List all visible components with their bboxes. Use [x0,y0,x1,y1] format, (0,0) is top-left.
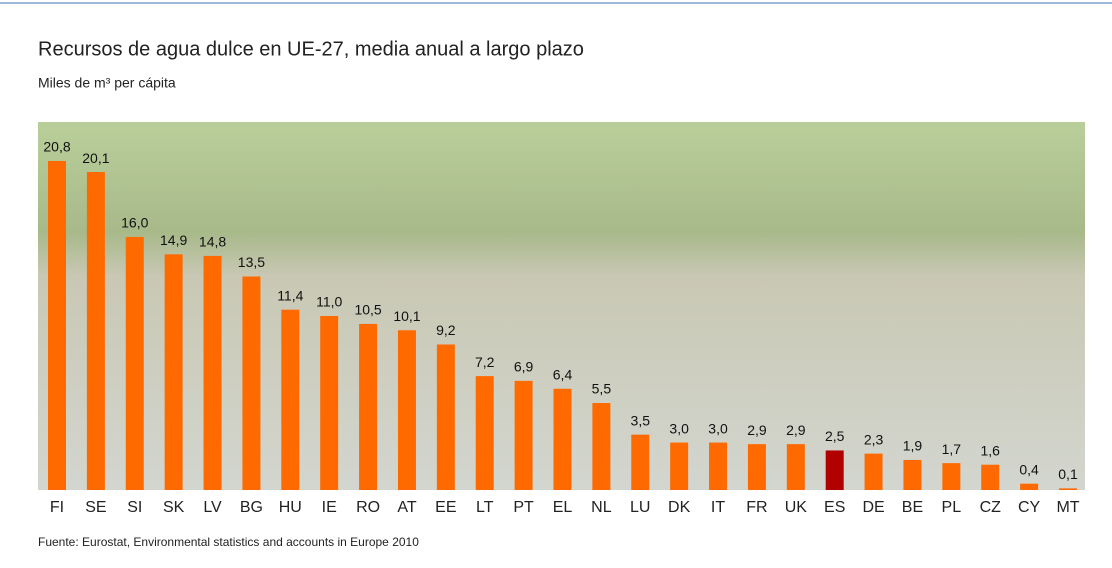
bar [398,330,416,490]
x-tick-label: NL [591,499,612,516]
x-tick-label: DE [862,499,884,516]
value-label: 1,7 [942,441,962,457]
x-tick-label: MT [1056,499,1079,516]
value-label: 3,0 [708,420,728,436]
bar [981,465,999,490]
x-tick-label: SK [163,499,185,516]
bar [204,256,222,490]
bar [709,443,727,490]
bar [87,172,105,490]
value-label: 20,1 [82,150,109,166]
value-label: 20,8 [43,139,70,155]
x-tick-label: LU [630,499,650,516]
x-tick-label: RO [356,499,380,516]
x-tick-label: LV [203,499,222,516]
value-label: 0,1 [1058,466,1078,482]
bar [826,450,844,490]
value-label: 0,4 [1019,461,1039,477]
x-tick-label: IE [322,499,337,516]
value-label: 11,0 [316,294,342,310]
bar [165,254,183,490]
value-label: 2,3 [864,431,884,447]
x-tick-label: DK [668,499,691,516]
x-tick-label: SI [127,499,142,516]
x-tick-label: SE [85,499,106,516]
value-label: 3,5 [631,412,651,428]
x-tick-label: PL [942,499,962,516]
bar [554,389,572,490]
x-tick-label: FI [50,499,64,516]
value-label: 10,5 [354,302,381,318]
bar [592,403,610,490]
bar [748,444,766,490]
value-label: 11,4 [277,287,303,303]
value-label: 14,8 [199,234,226,250]
bar [1020,484,1038,490]
value-label: 14,9 [160,232,187,248]
x-tick-label: PT [513,499,534,516]
bar [942,463,960,490]
x-tick-label: FR [746,499,767,516]
bar [281,310,299,490]
value-label: 2,5 [825,428,845,444]
value-label: 2,9 [786,422,806,438]
x-tick-label: BG [240,499,263,516]
chart-title: Recursos de agua dulce en UE-27, media a… [38,38,584,60]
bar [476,376,494,490]
value-label: 6,9 [514,359,534,375]
x-tick-label: CY [1018,499,1041,516]
value-label: 1,6 [980,442,1000,458]
value-label: 16,0 [121,215,148,231]
bar [515,381,533,490]
x-tick-label: LT [476,499,494,516]
bar [437,344,455,490]
bar [903,460,921,490]
value-label: 1,9 [903,438,923,454]
chart: Recursos de agua dulce en UE-27, media a… [0,0,1112,563]
x-tick-label: AT [397,499,416,516]
bar [670,443,688,490]
x-tick-label: CZ [980,499,1002,516]
bar [865,454,883,490]
x-tick-label: HU [279,499,302,516]
bar [787,444,805,490]
value-label: 7,2 [475,354,495,370]
x-tick-label: UK [785,499,808,516]
chart-subtitle: Miles de m³ per cápita [38,75,176,91]
value-label: 9,2 [436,322,456,338]
value-label: 5,5 [592,381,612,397]
bar [48,161,66,490]
x-tick-label: BE [902,499,923,516]
bar [631,435,649,490]
x-tick-label: EL [553,499,573,516]
value-label: 3,0 [669,420,689,436]
value-label: 10,1 [393,308,420,324]
x-tick-label: ES [824,499,845,516]
source-note: Fuente: Eurostat, Environmental statisti… [38,535,419,549]
value-label: 2,9 [747,422,767,438]
x-tick-label: EE [435,499,456,516]
bar [320,316,338,490]
bar [1059,488,1077,490]
x-tick-label: IT [711,499,725,516]
bar [126,237,144,490]
value-label: 13,5 [238,254,265,270]
bar [359,324,377,490]
bar [242,276,260,490]
value-label: 6,4 [553,366,573,382]
